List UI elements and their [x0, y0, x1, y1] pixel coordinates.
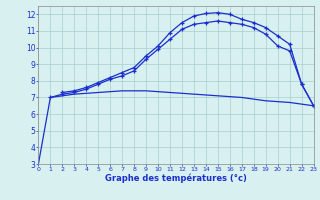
X-axis label: Graphe des températures (°c): Graphe des températures (°c)	[105, 173, 247, 183]
